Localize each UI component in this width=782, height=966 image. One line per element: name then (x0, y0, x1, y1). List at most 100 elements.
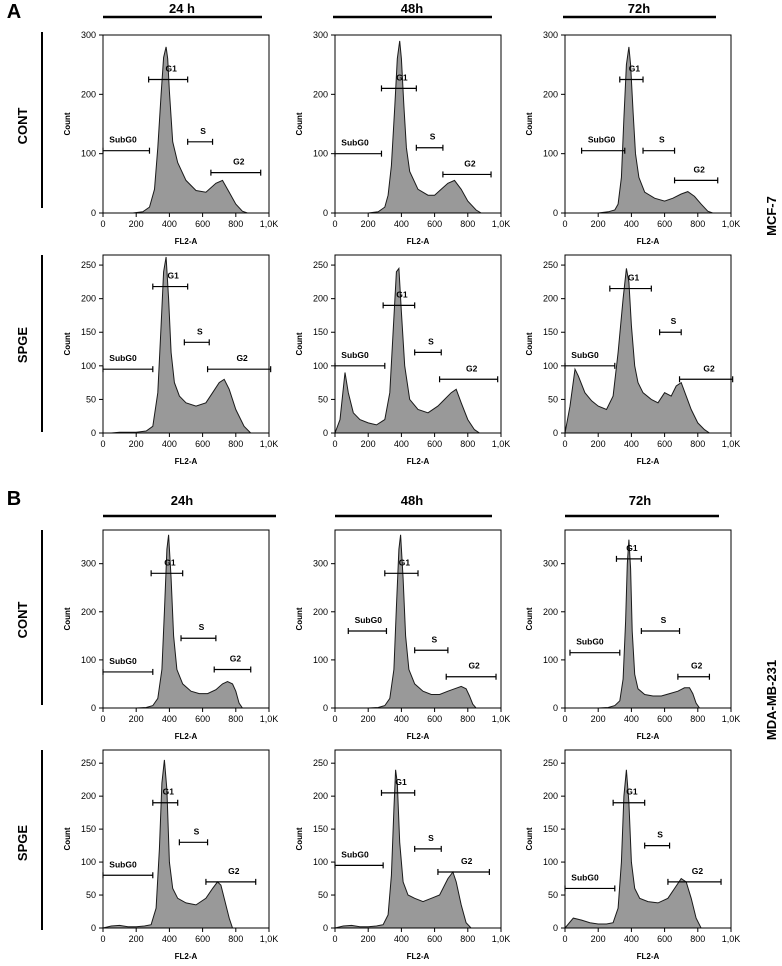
plot-frame (102, 529, 270, 709)
y-tick-label: 0 (323, 923, 328, 933)
gate-label: G1 (626, 543, 638, 553)
gate-label: S (671, 316, 677, 326)
gate-label: S (430, 132, 436, 142)
x-tick-label: 400 (162, 439, 177, 449)
gate-label: S (657, 830, 663, 840)
gate-label: S (194, 826, 200, 836)
y-axis-label: Count (63, 332, 72, 355)
gate-label: G1 (168, 271, 180, 281)
histogram-b-spge-3: 0 50 100 150 200 250 0 200 400 600 800 1,0K FL2-A Cou… (525, 749, 740, 961)
y-axis-label: Count (295, 112, 304, 135)
timepoint-label: 24h (171, 493, 193, 508)
panel-label-a: A (7, 1, 21, 23)
x-tick-label: 1,0K (260, 219, 279, 229)
timepoint-header-a-72h: 72h (563, 1, 716, 19)
gate-subg0: SubG0 (569, 637, 621, 656)
gate-label: G2 (691, 661, 703, 671)
gate-subg0: SubG0 (580, 135, 626, 154)
x-tick-label: 200 (591, 219, 606, 229)
x-tick-label: 400 (624, 219, 639, 229)
y-tick-label: 300 (81, 559, 96, 569)
histogram-area (103, 46, 248, 214)
x-tick-label: 600 (195, 934, 210, 944)
x-axis-label: FL2-A (175, 457, 198, 466)
gate-label: SubG0 (341, 849, 369, 859)
x-tick-label: 600 (427, 714, 442, 724)
x-tick-label: 400 (624, 439, 639, 449)
y-tick-label: 0 (323, 428, 328, 438)
gate-g2: G2 (442, 158, 492, 178)
gate-g1: G1 (609, 273, 652, 292)
x-tick-label: 200 (361, 219, 376, 229)
y-axis-label: Count (63, 827, 72, 850)
histogram-plots: 0 100 200 300 0 200 400 600 800 1,0K FL2-A Count Sub… (63, 30, 740, 961)
x-tick-label: 600 (195, 439, 210, 449)
x-tick-label: 0 (332, 934, 337, 944)
plot-frame (102, 749, 270, 929)
gate-g2: G2 (677, 661, 711, 680)
y-tick-label: 50 (548, 394, 558, 404)
x-tick-label: 200 (361, 439, 376, 449)
x-tick-label: 800 (690, 934, 705, 944)
y-tick-label: 100 (313, 857, 328, 867)
x-tick-label: 400 (162, 714, 177, 724)
histogram-area (334, 266, 482, 434)
gate-subg0: SubG0 (334, 350, 386, 369)
y-tick-label: 250 (543, 260, 558, 270)
x-tick-label: 600 (657, 934, 672, 944)
cell-line-label-mcf7: MCF-7 (764, 196, 779, 236)
timepoint-label: 48h (401, 1, 423, 16)
y-tick-label: 200 (543, 607, 558, 617)
gate-g1: G1 (152, 787, 179, 806)
gate-label: SubG0 (341, 350, 369, 360)
gate-g2: G2 (206, 353, 272, 373)
histogram-a-cont-1: 0 100 200 300 0 200 400 600 800 1,0K FL2-A Count Sub… (63, 30, 278, 246)
gate-label: G2 (236, 353, 248, 363)
gate-g1: G1 (619, 64, 644, 83)
y-axis-label: Count (63, 112, 72, 135)
y-tick-label: 150 (543, 327, 558, 337)
timepoint-header-a-48h: 48h (333, 1, 492, 19)
x-tick-label: 600 (427, 934, 442, 944)
gate-subg0: SubG0 (564, 350, 616, 369)
timepoint-header-a-24h: 24 h (103, 1, 262, 19)
y-tick-label: 0 (553, 703, 558, 713)
y-tick-label: 150 (81, 327, 96, 337)
x-tick-label: 0 (562, 934, 567, 944)
x-tick-label: 200 (129, 714, 144, 724)
gate-label: G2 (466, 363, 478, 373)
gate-label: G2 (468, 661, 480, 671)
gate-label: G1 (626, 787, 638, 797)
x-axis-label: FL2-A (637, 237, 660, 246)
y-tick-label: 200 (543, 294, 558, 304)
gate-subg0: SubG0 (102, 859, 154, 879)
timepoint-label: 48h (401, 493, 423, 508)
x-axis-label: FL2-A (407, 457, 430, 466)
y-tick-label: 0 (91, 923, 96, 933)
x-tick-label: 0 (332, 714, 337, 724)
x-tick-label: 1,0K (492, 714, 511, 724)
histogram-area (102, 759, 234, 929)
x-tick-label: 0 (332, 219, 337, 229)
gate-label: G2 (692, 866, 704, 876)
gate-label: SubG0 (588, 135, 616, 145)
gate-label: G2 (230, 654, 242, 664)
y-tick-label: 200 (543, 791, 558, 801)
histogram-a-spge-1: 0 50 100 150 200 250 0 200 400 600 800 1,0K FL2-A Cou… (63, 254, 278, 466)
gate-subg0: SubG0 (334, 849, 384, 869)
x-tick-label: 400 (162, 934, 177, 944)
x-tick-label: 600 (657, 219, 672, 229)
x-tick-label: 600 (195, 714, 210, 724)
gate-g2: G2 (205, 866, 257, 885)
x-tick-label: 200 (591, 714, 606, 724)
timepoint-label: 72h (629, 493, 651, 508)
histogram-area (335, 534, 478, 709)
x-axis-label: FL2-A (175, 952, 198, 961)
row-label-a-cont: CONT (15, 32, 43, 208)
y-tick-label: 0 (91, 208, 96, 218)
x-tick-label: 200 (361, 934, 376, 944)
gate-g2: G2 (678, 363, 734, 383)
y-axis-label: Count (525, 827, 534, 850)
x-tick-label: 400 (394, 439, 409, 449)
gate-label: SubG0 (571, 872, 599, 882)
